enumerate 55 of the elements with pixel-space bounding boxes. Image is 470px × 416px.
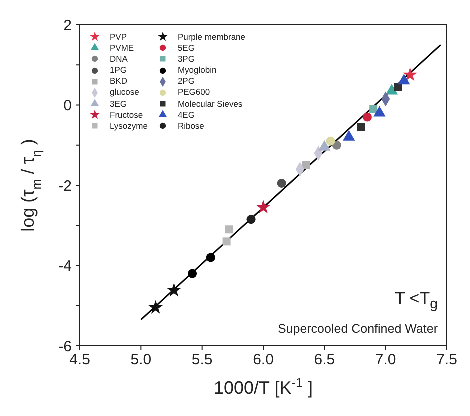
legend-label: 1PG [110,65,128,76]
x-tick-label: 7.0 [375,352,396,369]
point [332,140,342,150]
point [326,136,336,146]
y-tick-label: -2 [58,178,72,195]
point [277,178,286,188]
point [302,161,310,170]
point [357,123,366,132]
y-tick-label: -4 [58,258,72,276]
point [167,283,182,297]
x-tick-label: 4.5 [70,352,90,369]
legend-label: Ribose [178,120,204,132]
point [374,106,386,117]
point [148,300,164,314]
legend-label: 2PG [178,76,195,87]
point [188,269,198,278]
legend-label: Lysozyme [110,120,148,132]
point [225,226,234,234]
legend-label: 3EG [110,98,128,110]
point [343,130,356,141]
legend-label: PEG600 [178,87,210,98]
x-tick-label: 5.5 [192,352,213,369]
legend-label: Myoglobin [178,65,217,76]
legend-label: glucose [110,87,140,98]
annotation: T <T$_{g}$ [395,288,438,312]
legend-label: Purple membrane [178,32,246,43]
legend-label: 4EG [178,110,195,120]
point [222,238,231,246]
point [246,215,256,224]
point [206,253,216,262]
point [256,200,271,214]
x-tick-label: 6.0 [253,352,274,369]
x-tick-label: 7.5 [436,352,458,369]
point [403,68,418,82]
point [386,84,398,95]
legend-label: BKD [110,76,128,87]
legend-label: PVP [110,32,128,43]
x-axis-title: 1000/T [K$^{-1}$] [214,376,313,398]
annotation: Supercooled Confined Water [278,322,438,336]
legend-label: 5EG [178,43,195,54]
legend-label: 3PG [178,54,195,65]
legend-label: PVME [110,43,134,54]
point [394,83,402,92]
y-tick-label: -6 [58,338,72,356]
point [370,105,378,114]
point [362,112,372,122]
point [318,140,331,151]
legend-label: DNA [110,54,128,65]
legend-label: Molecular Sieves [178,98,243,110]
point [398,74,410,85]
x-tick-label: 6.5 [314,352,336,369]
y-tick-label: 2 [64,17,72,34]
x-tick-label: 5.0 [130,352,152,369]
legend-label: Fructose [110,110,144,120]
y-tick-label: 0 [64,98,72,115]
